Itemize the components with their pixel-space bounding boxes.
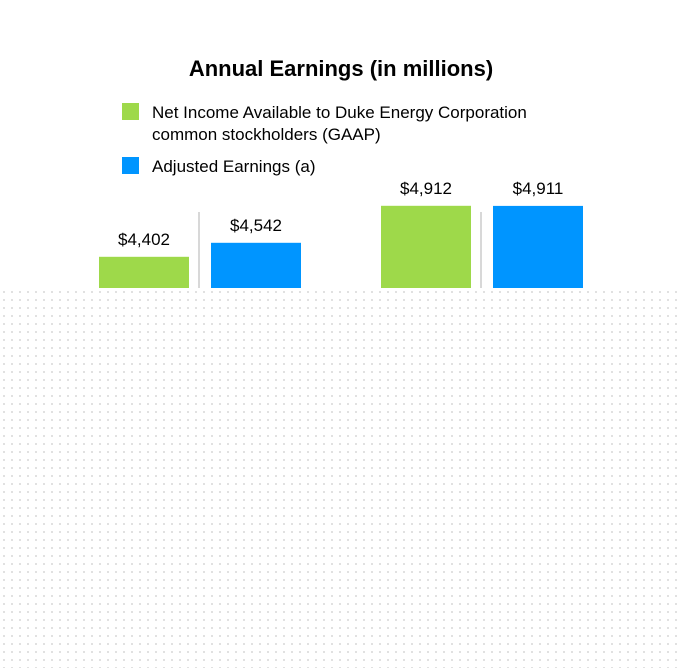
legend-label-gaap-line1: Net Income Available to Duke Energy Corp…	[152, 103, 527, 122]
bar-adjusted-1	[211, 242, 301, 288]
data-label-adjusted-2: $4,911	[513, 180, 564, 198]
data-label-gaap-2: $4,912	[400, 180, 452, 198]
bar-gaap-1	[99, 256, 189, 288]
legend-swatch-adjusted	[122, 157, 139, 174]
data-label-adjusted-1: $4,542	[230, 216, 282, 235]
legend-label-gaap-line2: common stockholders (GAAP)	[152, 125, 381, 144]
data-label-gaap-1: $4,402	[118, 230, 170, 249]
legend-swatch-gaap	[122, 103, 139, 120]
bar-adjusted-2	[493, 205, 583, 288]
dotted-background	[0, 288, 682, 668]
bar-gaap-2	[381, 205, 471, 288]
bar-chart: $4,402 $4,912 $4,542 $4,911	[99, 180, 583, 288]
chart-title: Annual Earnings (in millions)	[188, 56, 494, 81]
legend-label-gaap: Net Income Available to Duke Energy Corp…	[152, 102, 592, 146]
legend-label-adjusted: Adjusted Earnings (a)	[152, 157, 316, 176]
